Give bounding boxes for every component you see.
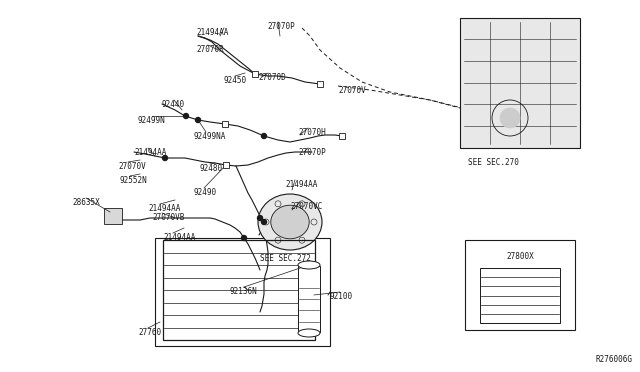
Bar bbox=[317, 81, 323, 87]
Ellipse shape bbox=[298, 329, 320, 337]
Circle shape bbox=[262, 219, 266, 224]
Bar bbox=[460, 18, 580, 148]
Ellipse shape bbox=[271, 205, 309, 239]
Text: 92136N: 92136N bbox=[230, 287, 258, 296]
Text: 27070R: 27070R bbox=[196, 45, 224, 54]
Circle shape bbox=[184, 113, 189, 119]
Bar bbox=[298, 266, 320, 332]
Text: 28635X: 28635X bbox=[72, 198, 100, 207]
Text: 92499NA: 92499NA bbox=[194, 132, 227, 141]
Text: 27070VB: 27070VB bbox=[152, 213, 184, 222]
Text: R276006G: R276006G bbox=[595, 355, 632, 364]
Circle shape bbox=[500, 108, 520, 128]
Bar bbox=[104, 208, 122, 224]
Bar bbox=[480, 268, 560, 323]
Text: 27070P: 27070P bbox=[267, 22, 295, 31]
Text: 21494AA: 21494AA bbox=[196, 28, 228, 37]
Text: 21494AA: 21494AA bbox=[285, 180, 317, 189]
Ellipse shape bbox=[298, 261, 320, 269]
Text: 21494AA: 21494AA bbox=[148, 204, 180, 213]
Text: 92440: 92440 bbox=[162, 100, 185, 109]
Text: 27070H: 27070H bbox=[298, 128, 326, 137]
Text: 21494AA: 21494AA bbox=[134, 148, 166, 157]
Text: 27070VC: 27070VC bbox=[290, 202, 323, 211]
Text: 92552N: 92552N bbox=[120, 176, 148, 185]
Bar bbox=[339, 133, 345, 139]
Text: 92450: 92450 bbox=[224, 76, 247, 85]
Text: 27070P: 27070P bbox=[298, 148, 326, 157]
Text: 92499N: 92499N bbox=[138, 116, 166, 125]
Bar bbox=[465, 240, 575, 330]
Bar bbox=[252, 71, 258, 77]
Text: 92480: 92480 bbox=[200, 164, 223, 173]
Bar bbox=[155, 238, 330, 346]
Text: 27800X: 27800X bbox=[506, 252, 534, 261]
Text: 27070D: 27070D bbox=[258, 73, 285, 82]
Bar bbox=[163, 240, 315, 340]
Ellipse shape bbox=[258, 194, 322, 250]
Text: 27070V: 27070V bbox=[338, 86, 365, 95]
Text: 27070V: 27070V bbox=[118, 162, 146, 171]
Bar bbox=[222, 121, 228, 127]
Circle shape bbox=[257, 215, 262, 221]
Circle shape bbox=[163, 155, 168, 160]
Circle shape bbox=[195, 118, 200, 122]
Text: 27760: 27760 bbox=[138, 328, 161, 337]
Circle shape bbox=[241, 235, 246, 241]
Text: SEE SEC.270: SEE SEC.270 bbox=[468, 158, 519, 167]
Text: SEE SEC.272: SEE SEC.272 bbox=[260, 254, 311, 263]
Text: 21494AA: 21494AA bbox=[163, 233, 195, 242]
Text: 92100: 92100 bbox=[330, 292, 353, 301]
Circle shape bbox=[262, 134, 266, 138]
Text: 92490: 92490 bbox=[194, 188, 217, 197]
Bar bbox=[223, 162, 229, 168]
